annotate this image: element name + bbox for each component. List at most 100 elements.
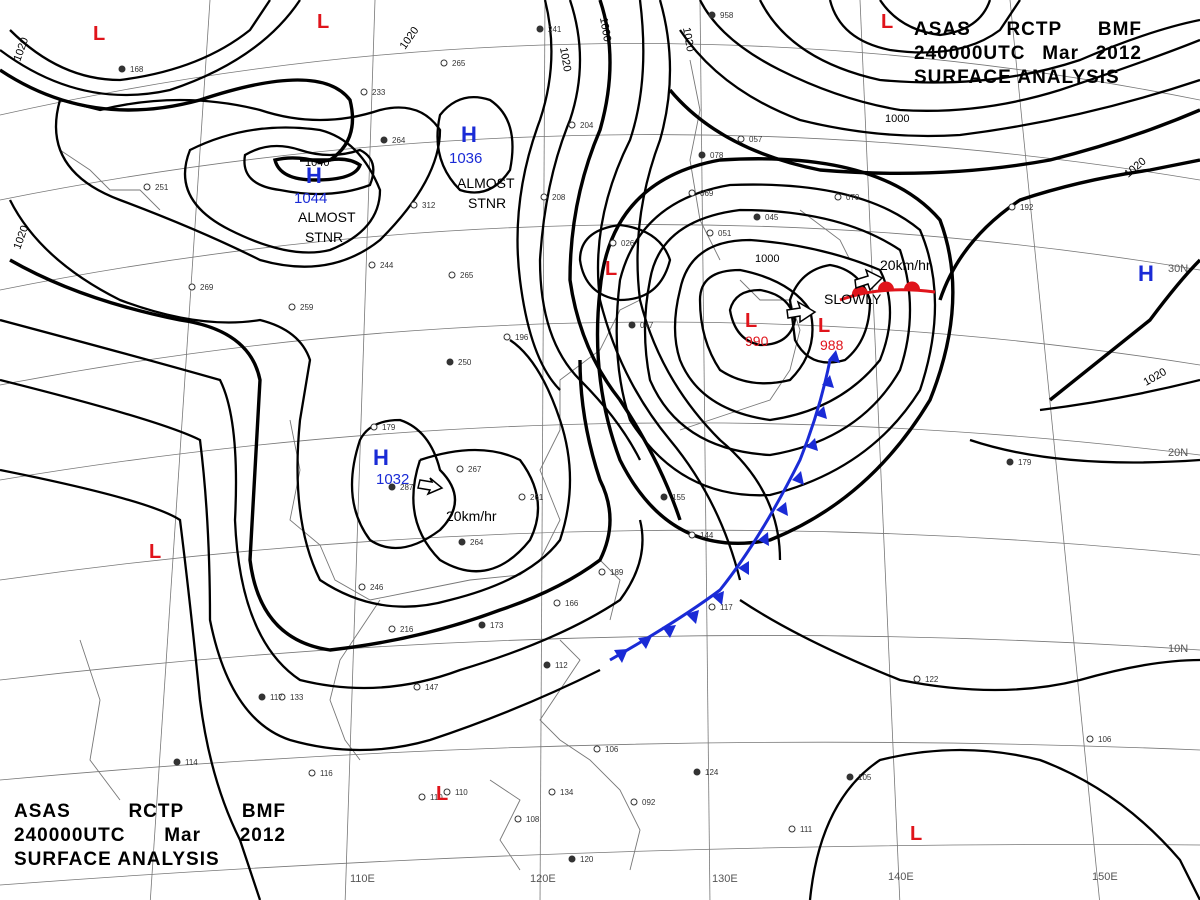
station-circle <box>913 675 921 683</box>
title-product: SURFACE ANALYSIS <box>914 67 1120 88</box>
station-circle <box>188 283 196 291</box>
longitude-label: 150E <box>1092 871 1118 883</box>
station-circle <box>410 201 418 209</box>
station-circle <box>708 11 716 19</box>
station-circle <box>388 483 396 491</box>
title-month: Mar <box>164 825 201 846</box>
low-center-symbol: L <box>149 541 161 563</box>
station-pressure: 264 <box>392 136 406 145</box>
station-circle <box>368 261 376 269</box>
low-center-symbol: L <box>818 315 830 337</box>
station-circle <box>143 183 151 191</box>
station-circle <box>388 625 396 633</box>
station-circle <box>418 793 426 801</box>
station-circle <box>708 603 716 611</box>
warm-front <box>839 281 936 302</box>
station-circle <box>458 538 466 546</box>
longitude-label: 130E <box>712 873 738 885</box>
station-pressure: 144 <box>700 531 714 540</box>
high-center-symbol: H <box>373 445 389 470</box>
station-circle <box>370 423 378 431</box>
station-pressure: 134 <box>560 788 574 797</box>
station-pressure: 108 <box>526 815 540 824</box>
high-center-note-line1: ALMOST <box>298 209 356 225</box>
station-circle <box>278 693 286 701</box>
station-pressure: 267 <box>468 465 482 474</box>
high-center-symbol: H <box>1138 261 1154 286</box>
station-circle <box>593 745 601 753</box>
high-center-note-line1: ALMOST <box>457 175 515 191</box>
high-center-value: 1044 <box>294 190 327 207</box>
low-center-symbol: L <box>317 11 329 33</box>
station-circle <box>688 189 696 197</box>
station-circle <box>456 465 464 473</box>
station-pressure: 261 <box>530 493 544 502</box>
station-pressure: 111 <box>800 825 813 834</box>
station-circle <box>518 493 526 501</box>
high-center-value: 1032 <box>376 471 409 488</box>
title-year: 2012 <box>239 825 286 846</box>
low-pressure-centers: L 990 L 988 SLOWLY 20km/hr L L L L L L L <box>93 11 931 845</box>
station-pressure: 117 <box>720 603 733 612</box>
station-pressure: 269 <box>200 283 214 292</box>
title-station: RCTP <box>128 801 185 822</box>
station-pressure: 155 <box>672 493 686 502</box>
station-pressure: 114 <box>185 758 198 767</box>
station-pressure: 147 <box>425 683 439 692</box>
isobar-label: 1020 <box>12 224 32 251</box>
station-circle <box>380 136 388 144</box>
map-title-top: ASAS RCTP BMF 240000UTC Mar 2012 SURFACE… <box>914 18 1142 90</box>
station-circle <box>173 758 181 766</box>
station-circle <box>443 788 451 796</box>
low-center-symbol: L <box>605 258 617 280</box>
station-circle <box>1086 735 1094 743</box>
station-pressure: 166 <box>565 599 579 608</box>
station-pressure: 122 <box>925 675 939 684</box>
station-pressure: 233 <box>372 88 386 97</box>
high-center-symbol: H <box>306 163 322 188</box>
station-circle <box>308 769 316 777</box>
station-circle <box>440 59 448 67</box>
station-pressure: 105 <box>858 773 872 782</box>
station-circle <box>478 621 486 629</box>
station-pressure: 026 <box>621 239 635 248</box>
title-year: 2012 <box>1095 43 1142 64</box>
cold-front <box>609 350 840 663</box>
station-circle <box>706 229 714 237</box>
station-pressure: 250 <box>458 358 472 367</box>
station-circle <box>358 583 366 591</box>
station-pressure: 265 <box>460 271 474 280</box>
latitude-label: 20N <box>1168 447 1188 459</box>
station-circle <box>514 815 522 823</box>
high-center-value: 1036 <box>449 150 482 167</box>
station-pressure: 196 <box>515 333 529 342</box>
motion-arrows <box>417 268 884 496</box>
station-pressure: 189 <box>610 568 624 577</box>
grid-labels: 110E 120E 130E 140E 150E 30N 20N 10N <box>350 263 1188 885</box>
high-center-symbol: H <box>461 122 477 147</box>
latitude-label: 30N <box>1168 263 1188 275</box>
station-pressure: 173 <box>490 621 504 630</box>
station-circle <box>630 798 638 806</box>
high-center-note-line2: STNR <box>305 229 343 245</box>
station-circle <box>753 213 761 221</box>
station-pressure: 179 <box>382 423 396 432</box>
station-pressure: 120 <box>580 855 594 864</box>
station-pressure: 110 <box>455 788 468 797</box>
station-circle <box>598 568 606 576</box>
isobar-label: 1000 <box>597 16 613 42</box>
station-pressure: 259 <box>300 303 314 312</box>
station-circle <box>693 768 701 776</box>
station-circle <box>360 88 368 96</box>
station-plots: 168 233 265 241 251 312 264 244 265 250 196 179 287 2… <box>118 11 1112 864</box>
station-circle <box>1008 203 1016 211</box>
station-pressure: 047 <box>640 321 654 330</box>
map-title-bottom: ASAS RCTP BMF 240000UTC Mar 2012 SURFACE… <box>14 800 286 872</box>
low-center-symbol: L <box>881 11 893 33</box>
station-circle <box>688 531 696 539</box>
station-pressure: 112 <box>555 661 568 670</box>
station-pressure: 168 <box>130 65 144 74</box>
station-circle <box>448 271 456 279</box>
